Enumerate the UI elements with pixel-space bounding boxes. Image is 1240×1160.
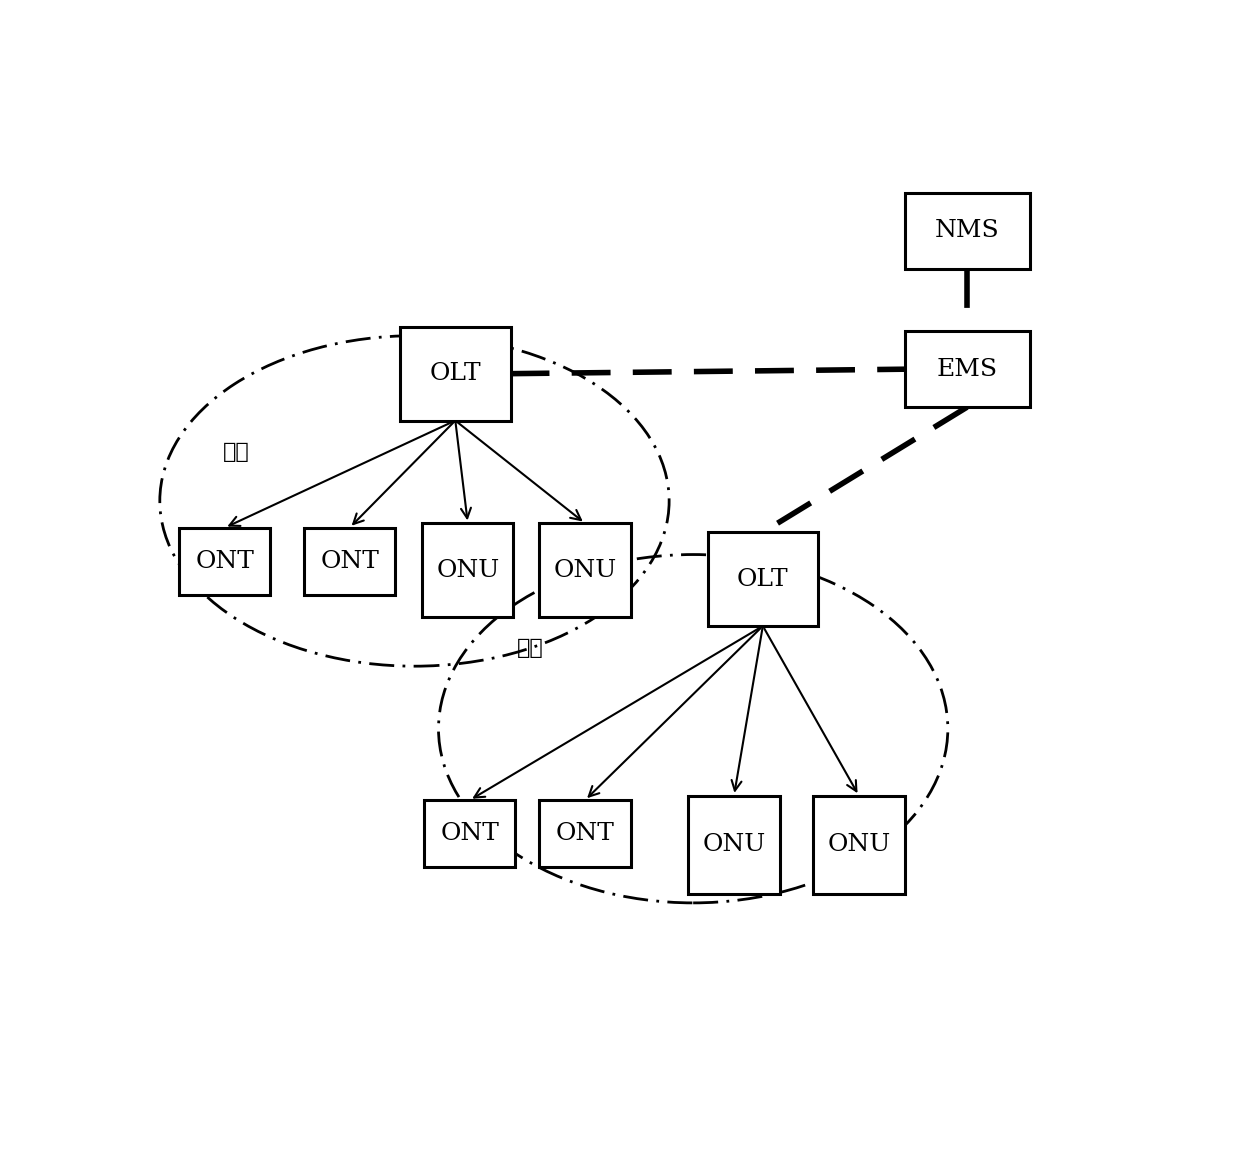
Bar [539, 800, 631, 868]
Bar [304, 528, 396, 595]
Text: 网元: 网元 [516, 638, 543, 659]
Bar [422, 523, 513, 617]
Bar [179, 528, 270, 595]
Text: OLT: OLT [737, 567, 789, 590]
Bar [424, 800, 516, 868]
Text: ONT: ONT [195, 550, 254, 573]
Text: 网元: 网元 [223, 442, 250, 462]
Bar [401, 327, 511, 421]
Text: ONT: ONT [440, 822, 500, 846]
Bar [813, 796, 905, 894]
Text: EMS: EMS [936, 357, 998, 380]
Bar [708, 532, 818, 626]
Text: ONU: ONU [436, 559, 500, 581]
Text: OLT: OLT [429, 362, 481, 385]
Bar [905, 193, 1029, 269]
Text: NMS: NMS [935, 219, 999, 242]
Text: ONU: ONU [827, 833, 890, 856]
Text: ONT: ONT [320, 550, 379, 573]
Bar [539, 523, 631, 617]
Bar [688, 796, 780, 894]
Text: ONU: ONU [553, 559, 616, 581]
Text: ONT: ONT [556, 822, 615, 846]
Bar [905, 332, 1029, 407]
Text: ONU: ONU [702, 833, 765, 856]
